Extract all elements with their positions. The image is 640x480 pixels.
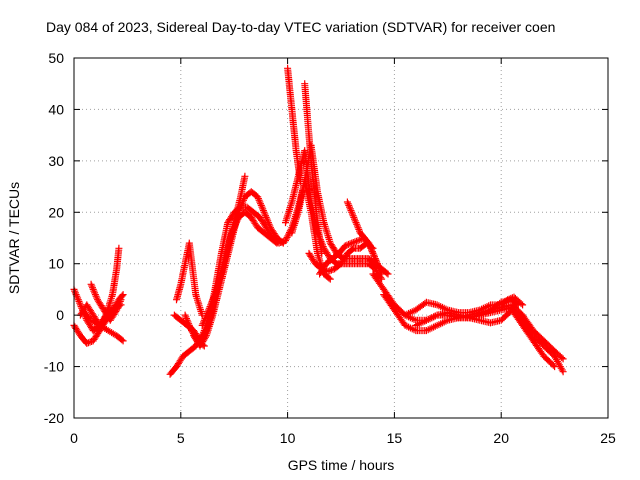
marker-path <box>198 172 249 329</box>
x-tick-label: 0 <box>70 430 78 446</box>
x-tick-labels: 0 5 10 15 20 25 <box>70 430 616 446</box>
y-tick-label: 10 <box>48 256 64 272</box>
x-tick-label: 20 <box>493 430 509 446</box>
chart-title: Day 084 of 2023, Sidereal Day-to-day VTE… <box>46 19 555 35</box>
marker-path <box>166 177 334 378</box>
y-tick-label: 20 <box>48 204 64 220</box>
y-tick-label: -10 <box>44 359 64 375</box>
series-arc-b5 <box>198 172 249 329</box>
series-arc-c7 <box>343 198 386 278</box>
y-tick-labels: -20 -10 0 10 20 30 40 50 <box>44 50 64 426</box>
series-arc-b6 <box>181 311 208 350</box>
y-tick-label: 40 <box>48 101 64 117</box>
marker-path <box>173 239 206 319</box>
grid-lines <box>74 58 608 418</box>
marker-path <box>181 311 208 350</box>
x-tick-label: 5 <box>177 430 185 446</box>
y-tick-label: 30 <box>48 153 64 169</box>
axis-ticks <box>73 57 609 419</box>
y-tick-label: 50 <box>48 50 64 66</box>
series-arc-d5 <box>412 296 522 329</box>
marker-path <box>412 296 522 329</box>
x-tick-label: 15 <box>387 430 403 446</box>
y-tick-label: -20 <box>44 410 64 426</box>
x-tick-label: 25 <box>600 430 616 446</box>
plot-area-frame <box>73 57 609 419</box>
series-arc-b3 <box>173 239 206 319</box>
x-axis-label: GPS time / hours <box>288 457 395 473</box>
y-axis-label: SDTVAR / TECUs <box>6 182 22 294</box>
y-tick-label: 0 <box>56 307 64 323</box>
marker-path <box>343 198 386 278</box>
data-points <box>70 64 567 378</box>
marker-path <box>76 301 125 329</box>
series-arc-a6 <box>76 301 125 329</box>
x-tick-label: 10 <box>280 430 296 446</box>
series-arc-b1 <box>166 177 334 378</box>
